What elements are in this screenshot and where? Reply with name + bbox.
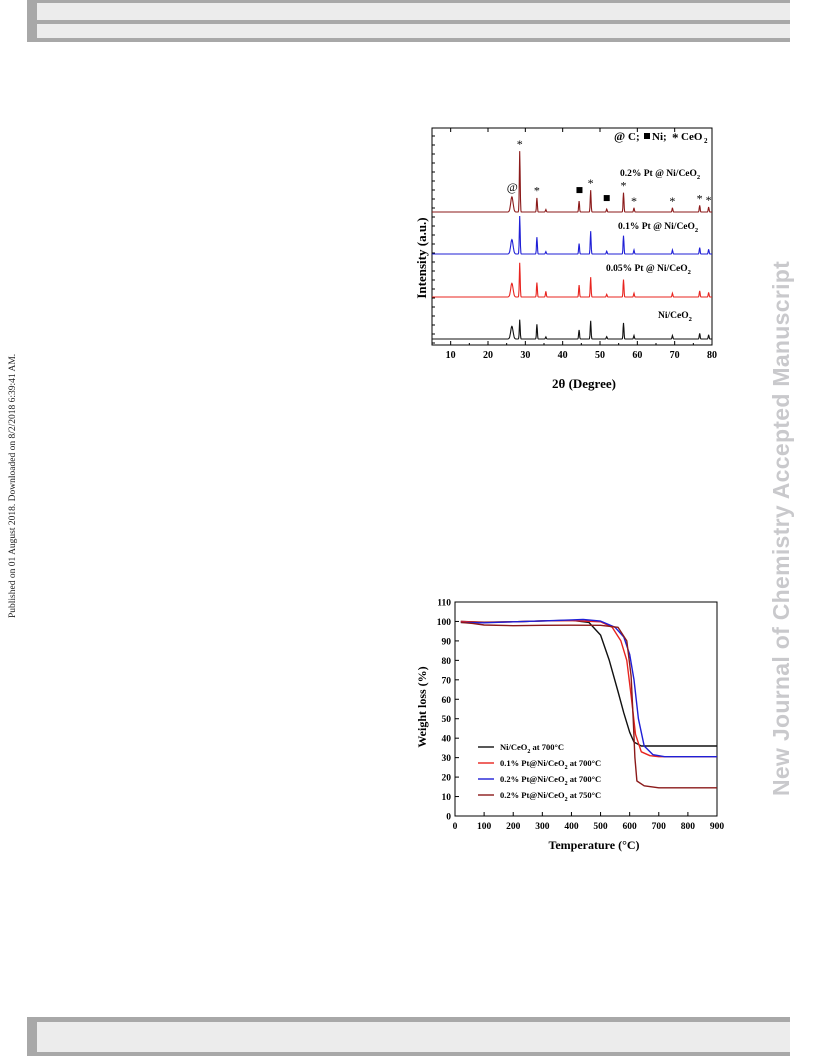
xrd-x-tick-label: 30 xyxy=(520,350,530,361)
xrd-x-tick-label: 20 xyxy=(483,350,493,361)
xrd-figure: 10 20 30 40 50 60 70 80 Ni/CeO2 0.05% Pt @ Ni/CeO… xyxy=(414,127,717,391)
xrd-frame xyxy=(431,127,713,346)
tga-legend-label-tail: at 700°C xyxy=(568,758,602,768)
tga-legend-label-tail: at 750°C xyxy=(568,790,602,800)
xrd-trace xyxy=(432,151,712,213)
tga-y-tick-label: 50 xyxy=(442,715,452,725)
xrd-ceo2-marker: * xyxy=(621,179,627,193)
xrd-legend: @ C; Ni; * CeO 2 xyxy=(614,129,708,145)
tga-x-axis-label: Temperature (°C) xyxy=(548,838,639,852)
tga-x-tick-label: 900 xyxy=(710,822,725,832)
xrd-ceo2-marker: * xyxy=(588,176,594,190)
tga-y-tick-label: 90 xyxy=(442,637,452,647)
tga-legend-label-sub: 2 xyxy=(527,749,530,755)
tga-y-tick-label: 30 xyxy=(442,754,452,764)
tga-series-line xyxy=(460,618,717,758)
tga-x-tick-label: 0 xyxy=(453,822,458,832)
tga-plot-area: 0 100 200 300 400 500 600 700 800 900 0 10 20 30 40 50 6… xyxy=(437,599,725,833)
tga-legend-label-tail: at 700°C xyxy=(568,774,602,784)
tga-y-tick-label: 20 xyxy=(442,774,452,784)
tga-x-tick-label: 200 xyxy=(506,822,521,832)
xrd-ni-marker xyxy=(576,187,583,194)
tga-legend-label: 0.2% Pt@Ni/CeO2 at 700°C xyxy=(500,774,601,787)
xrd-trace-label: 0.2% Pt @ Ni/CeO2 xyxy=(620,169,700,181)
tga-x-tick-label: 700 xyxy=(652,822,667,832)
tga-legend-label-sub: 2 xyxy=(565,765,568,771)
tga-y-tick-label: 0 xyxy=(446,813,451,823)
header-bar-top-strip xyxy=(37,3,790,20)
tga-legend-label-sub: 2 xyxy=(565,781,568,787)
xrd-x-tick-label: 40 xyxy=(558,350,568,361)
tga-y-tick-label: 10 xyxy=(442,793,452,803)
tga-legend-label-sub: 2 xyxy=(565,797,568,803)
xrd-legend-ceo2-marker: * xyxy=(672,130,679,145)
xrd-trace-label: 0.1% Pt @ Ni/CeO2 xyxy=(618,222,698,234)
xrd-legend-ceo2-label: CeO xyxy=(681,131,703,143)
xrd-ceo2-marker: * xyxy=(631,194,637,208)
xrd-x-tick-label: 80 xyxy=(707,350,717,361)
header-bar-bottom-strip xyxy=(37,24,790,38)
xrd-trace-label-sub: 2 xyxy=(697,174,700,181)
xrd-x-tick-label: 10 xyxy=(446,350,456,361)
xrd-c-marker: @ xyxy=(507,180,518,194)
xrd-trace-label-sub: 2 xyxy=(689,316,692,323)
xrd-legend-ni-label: Ni; xyxy=(652,131,667,143)
xrd-trace xyxy=(432,319,712,340)
tga-y-tick-label: 60 xyxy=(442,696,452,706)
tga-legend-label: 0.1% Pt@Ni/CeO2 at 700°C xyxy=(500,758,601,771)
tga-x-tick-label: 600 xyxy=(623,822,638,832)
xrd-trace-label-sub: 2 xyxy=(695,227,698,234)
xrd-ceo2-marker: * xyxy=(697,191,703,205)
xrd-ceo2-marker: * xyxy=(534,184,540,198)
xrd-x-tick-label: 60 xyxy=(632,350,642,361)
tga-figure: 0 100 200 300 400 500 600 700 800 900 0 10 20 30 40 50 6… xyxy=(415,599,725,853)
publication-stamp: Published on 01 August 2018. Downloaded … xyxy=(8,353,18,618)
tga-y-tick-label: 110 xyxy=(437,599,451,609)
xrd-trace xyxy=(432,215,712,255)
footer-bar xyxy=(27,1017,790,1056)
tga-x-tick-label: 400 xyxy=(564,822,579,832)
xrd-legend-ceo2-sub: 2 xyxy=(704,137,708,145)
tga-series-line xyxy=(460,619,717,758)
journal-watermark: New Journal of Chemistry Accepted Manusc… xyxy=(768,260,794,796)
header-bar xyxy=(27,0,790,42)
xrd-ni-marker xyxy=(603,195,610,202)
tga-series-line xyxy=(460,621,717,789)
tga-y-tick-label: 80 xyxy=(442,657,452,667)
xrd-x-tick-label: 50 xyxy=(595,350,605,361)
xrd-ceo2-marker: * xyxy=(706,193,712,207)
footer-bar-strip xyxy=(37,1022,790,1052)
xrd-trace-label: 0.05% Pt @ Ni/CeO2 xyxy=(606,264,691,276)
tga-x-tick-label: 800 xyxy=(681,822,696,832)
tga-frame xyxy=(454,601,718,817)
tga-x-tick-label: 100 xyxy=(477,822,492,832)
xrd-legend-ni-square xyxy=(644,133,650,139)
tga-x-tick-label: 300 xyxy=(535,822,550,832)
xrd-legend-c-label: C; xyxy=(628,131,640,143)
tga-legend-label: Ni/CeO2 at 700°C xyxy=(500,742,564,755)
xrd-x-axis-label: 2θ (Degree) xyxy=(552,376,616,391)
xrd-plot-area: 10 20 30 40 50 60 70 80 Ni/CeO2 0.05% Pt @ Ni/CeO… xyxy=(431,127,717,361)
xrd-y-axis-label: Intensity (a.u.) xyxy=(414,217,429,298)
tga-legend-label: 0.2% Pt@Ni/CeO2 at 750°C xyxy=(500,790,601,803)
tga-y-tick-label: 70 xyxy=(442,676,452,686)
tga-series-line xyxy=(460,619,717,747)
tga-y-tick-label: 100 xyxy=(437,618,452,628)
xrd-legend-c-marker: @ xyxy=(614,129,625,143)
xrd-ceo2-marker: * xyxy=(669,194,675,208)
xrd-trace-label: Ni/CeO2 xyxy=(658,311,692,323)
xrd-ceo2-marker: * xyxy=(517,137,523,151)
xrd-trace xyxy=(432,262,712,298)
xrd-x-tick-label: 70 xyxy=(670,350,680,361)
xrd-trace-label-sub: 2 xyxy=(688,269,691,276)
tga-y-tick-label: 40 xyxy=(442,735,452,745)
tga-y-axis-label: Weight loss (%) xyxy=(415,666,429,747)
tga-x-tick-label: 500 xyxy=(593,822,608,832)
tga-legend-label-tail: at 700°C xyxy=(530,742,564,752)
